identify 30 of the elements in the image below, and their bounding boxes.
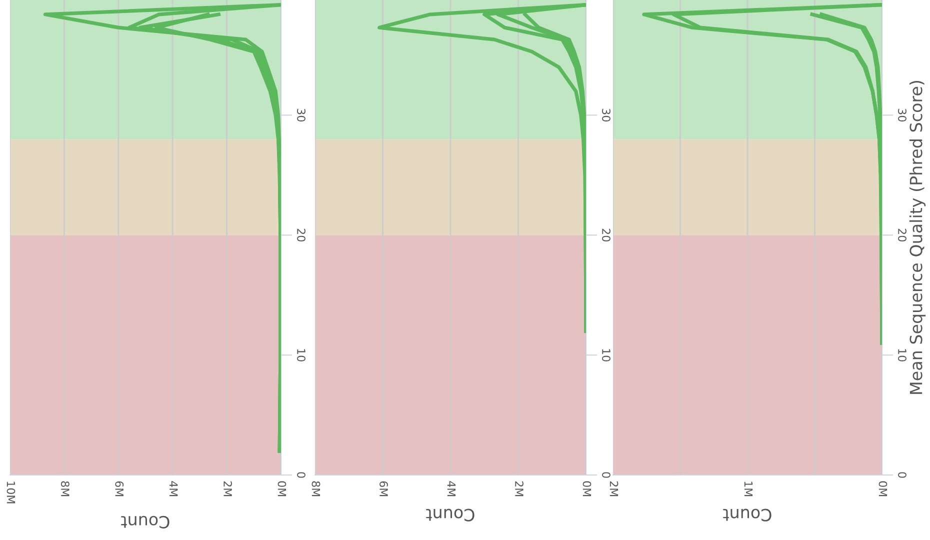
y-tick-label: 0 [898, 472, 906, 478]
x-tick-label: 4M [170, 481, 178, 496]
y-axis-title: Mean Sequence Quality (Phred Score) [909, 80, 926, 394]
y-tick-label: 20 [898, 228, 906, 242]
y-tick-label: 10 [898, 349, 906, 362]
x-tick-label: 6M [380, 481, 388, 496]
x-tick-label: 0M [878, 481, 888, 496]
x-tick-label: 8M [312, 481, 320, 496]
x-tick-label: 10M [6, 482, 16, 504]
y-tick-label: 30 [602, 108, 610, 122]
x-axis-title: Count [121, 516, 170, 528]
x-tick-label: 6M [115, 481, 124, 496]
x-axis-title: Count [426, 508, 474, 522]
y-tick-label: 0 [602, 472, 610, 478]
x-axis-title: Count [723, 508, 772, 522]
y-tick-label: 20 [602, 228, 610, 242]
x-tick-label: 1M [744, 482, 753, 496]
y-tick-label: 10 [602, 349, 610, 362]
x-tick-label: 2M [515, 481, 524, 496]
x-tick-label: 2M [224, 481, 232, 496]
y-tick-label: 20 [297, 228, 306, 242]
x-tick-label: 8M [60, 481, 70, 496]
y-tick-label: 0 [297, 472, 306, 478]
x-tick-label: 0M [278, 481, 286, 496]
y-tick-label: 30 [297, 108, 306, 122]
y-tick-label: 10 [297, 349, 306, 362]
y-tick-label: 30 [898, 108, 906, 122]
x-tick-label: 4M [447, 481, 456, 496]
x-tick-label: 0M [582, 481, 592, 496]
x-tick-label: 2M [610, 481, 618, 496]
